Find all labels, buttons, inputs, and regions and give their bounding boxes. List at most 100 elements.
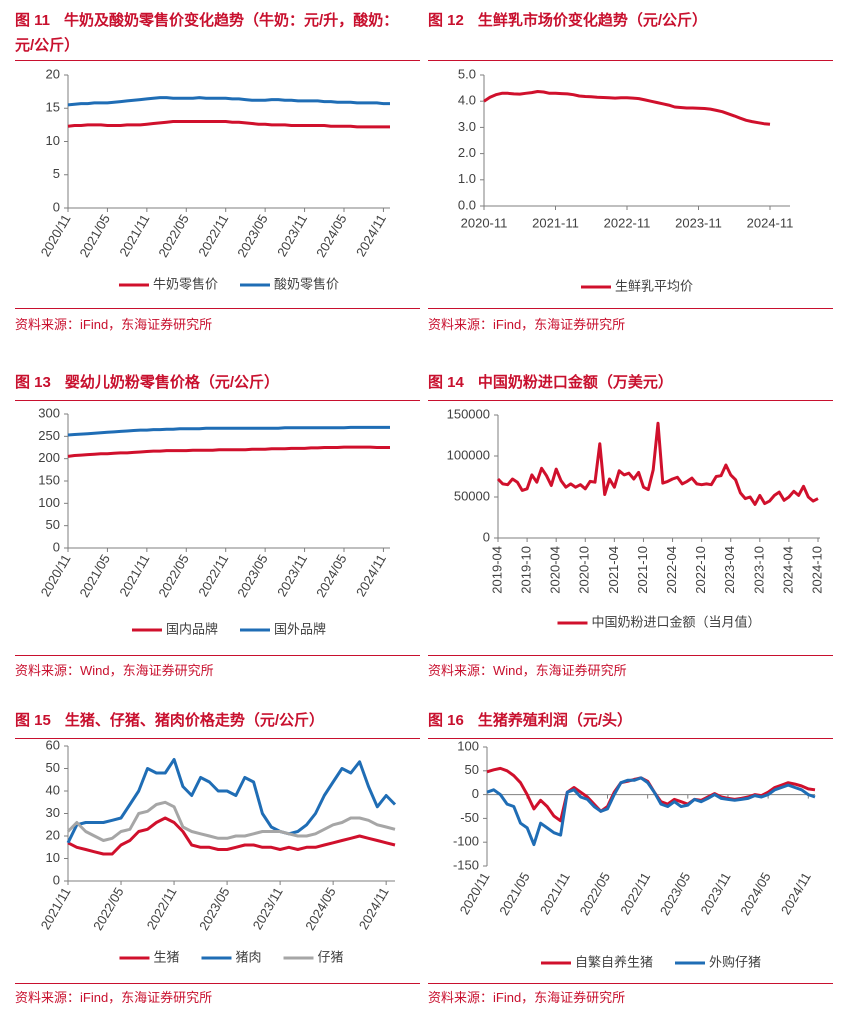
- source-note: 资料来源：iFind，东海证券研究所: [428, 317, 626, 332]
- x-tick-label: 2023-10: [751, 546, 766, 594]
- y-tick-label: 0: [53, 199, 60, 214]
- chart-title-block: 图 13 婴幼儿奶粉零售价格（元/公斤）: [15, 370, 415, 395]
- x-tick-label: 2023-04: [722, 546, 737, 594]
- legend: 牛奶零售价 酸奶零售价: [118, 276, 339, 291]
- y-tick-label: 4.0: [458, 93, 476, 108]
- figure-number: 图 12: [428, 12, 464, 29]
- legend-label: 生猪: [153, 949, 179, 964]
- y-tick-label: 0: [53, 872, 60, 887]
- y-tick-label: 50: [46, 760, 60, 775]
- x-tick-label: 2022/11: [617, 870, 653, 917]
- figure-number: 图 15: [15, 712, 51, 729]
- source-rule: [15, 655, 420, 656]
- source-note: 资料来源：iFind，东海证券研究所: [15, 990, 213, 1005]
- data-line: [67, 120, 390, 129]
- chart-panel: 图 15 生猪、仔猪、猪肉价格走势（元/公斤） 资料来源：iFind，东海证券研究所…: [15, 708, 420, 1027]
- chart: 0 10 20 30 40 50 60 2021/11 2022/05 2022/11 2023/0…: [38, 737, 397, 964]
- x-tick-label: 2024/11: [778, 870, 814, 917]
- x-tick-label: 2021/11: [116, 552, 152, 599]
- data-line: [67, 816, 396, 856]
- legend-label: 国外品牌: [274, 621, 326, 636]
- chart-panel: 图 11 牛奶及酸奶零售价变化趋势（牛奶：元/升，酸奶：元/公斤） 资料来源：iFi…: [15, 8, 420, 338]
- chart-title: 生鲜乳市场价变化趋势（元/公斤）: [477, 12, 708, 29]
- x-tick-label: 2022/11: [195, 552, 231, 599]
- data-line: [483, 90, 771, 126]
- y-tick-label: 200: [38, 450, 60, 465]
- source-rule: [428, 655, 833, 656]
- title-rule: [15, 60, 420, 61]
- y-tick-label: 10: [46, 133, 60, 148]
- y-tick-label: 40: [46, 782, 60, 797]
- legend-label: 酸奶零售价: [274, 276, 339, 291]
- x-tick-label: 2024/05: [302, 885, 338, 933]
- data-line: [66, 758, 397, 844]
- source-rule: [428, 308, 833, 309]
- y-tick-label: 3.0: [458, 119, 476, 134]
- title-rule: [15, 400, 420, 401]
- y-tick-label: -50: [460, 810, 479, 825]
- data-line: [496, 421, 819, 506]
- chart-title-block: 图 11 牛奶及酸奶零售价变化趋势（牛奶：元/升，酸奶：元/公斤）: [15, 8, 415, 58]
- chart-title-block: 图 12 生鲜乳市场价变化趋势（元/公斤）: [428, 8, 828, 33]
- chart-title: 牛奶及酸奶零售价变化趋势（牛奶：元/升，酸奶：元/公斤）: [15, 12, 399, 54]
- x-tick-label: 2021/05: [77, 552, 113, 600]
- y-tick-label: 5: [53, 166, 60, 181]
- chart-title-block: 图 14 中国奶粉进口金额（万美元）: [428, 370, 828, 395]
- x-tick-label: 2024-04: [780, 546, 795, 594]
- y-tick-label: 5.0: [458, 66, 476, 81]
- x-tick-label: 2023/05: [234, 552, 270, 600]
- chart-title-block: 图 15 生猪、仔猪、猪肉价格走势（元/公斤）: [15, 708, 415, 733]
- chart-panel: 图 13 婴幼儿奶粉零售价格（元/公斤） 资料来源：Wind，东海证券研究所 0 50 1…: [15, 370, 420, 700]
- x-tick-label: 2022/05: [155, 212, 191, 260]
- x-tick-label: 2020-11: [461, 215, 508, 230]
- y-tick-label: 150000: [447, 406, 490, 421]
- y-tick-label: 0.0: [458, 197, 476, 212]
- y-tick-label: 300: [38, 405, 60, 420]
- x-tick-label: 2020/11: [457, 870, 493, 917]
- x-tick-label: 2021/05: [496, 870, 532, 918]
- legend: 生鲜乳平均价: [580, 278, 693, 293]
- chart-title: 婴幼儿奶粉零售价格（元/公斤）: [64, 374, 280, 391]
- source-rule: [15, 308, 420, 309]
- y-tick-label: 0: [483, 529, 490, 544]
- x-tick-label: 2024/05: [313, 212, 349, 260]
- x-tick-label: 2024/11: [353, 212, 389, 259]
- y-tick-label: 50: [46, 517, 60, 532]
- figure-number: 图 11: [15, 12, 51, 29]
- x-tick-label: 2021-10: [635, 546, 650, 594]
- x-tick-label: 2021/11: [537, 870, 573, 917]
- x-tick-label: 2019-04: [489, 546, 504, 594]
- source-rule: [15, 983, 420, 984]
- chart-panel: 图 14 中国奶粉进口金额（万美元） 资料来源：Wind，东海证券研究所 0 50000…: [428, 370, 833, 700]
- title-rule: [15, 738, 420, 739]
- data-line: [67, 445, 390, 458]
- y-tick-label: 150: [38, 472, 60, 487]
- chart: 0.0 1.0 2.0 3.0 4.0 5.0 2020-11 2021-11 2022-11 2…: [458, 66, 794, 293]
- x-tick-label: 2022/05: [90, 885, 126, 933]
- data-line: [66, 800, 396, 842]
- legend-label: 国内品牌: [166, 621, 218, 636]
- x-tick-label: 2024/05: [737, 870, 773, 918]
- x-tick-label: 2020-10: [577, 546, 592, 594]
- source-rule: [428, 983, 833, 984]
- legend: 自繁自养生猪 外购仔猪: [540, 954, 761, 969]
- chart: 0 5 10 15 20 2020/11 2021/05 2021/11 2022/05 2022…: [38, 66, 390, 291]
- x-tick-label: 2024-10: [809, 546, 824, 594]
- chart: 0 50000 100000 150000 2019-04 2019-10 2020-04 2…: [447, 406, 825, 629]
- x-tick-label: 2023/11: [250, 885, 286, 932]
- y-tick-label: 100000: [447, 447, 490, 462]
- legend-label: 猪肉: [235, 949, 261, 964]
- y-tick-label: 50: [465, 762, 479, 777]
- x-tick-label: 2021-11: [532, 215, 579, 230]
- legend: 生猪 猪肉 仔猪: [119, 949, 344, 964]
- x-tick-label: 2022/11: [144, 885, 180, 932]
- x-tick-label: 2024-11: [747, 215, 794, 230]
- x-tick-label: 2024/05: [313, 552, 349, 600]
- x-tick-label: 2019-10: [519, 546, 534, 594]
- figure-number: 图 13: [15, 374, 51, 391]
- data-line: [486, 776, 816, 847]
- y-tick-label: 100: [457, 738, 479, 753]
